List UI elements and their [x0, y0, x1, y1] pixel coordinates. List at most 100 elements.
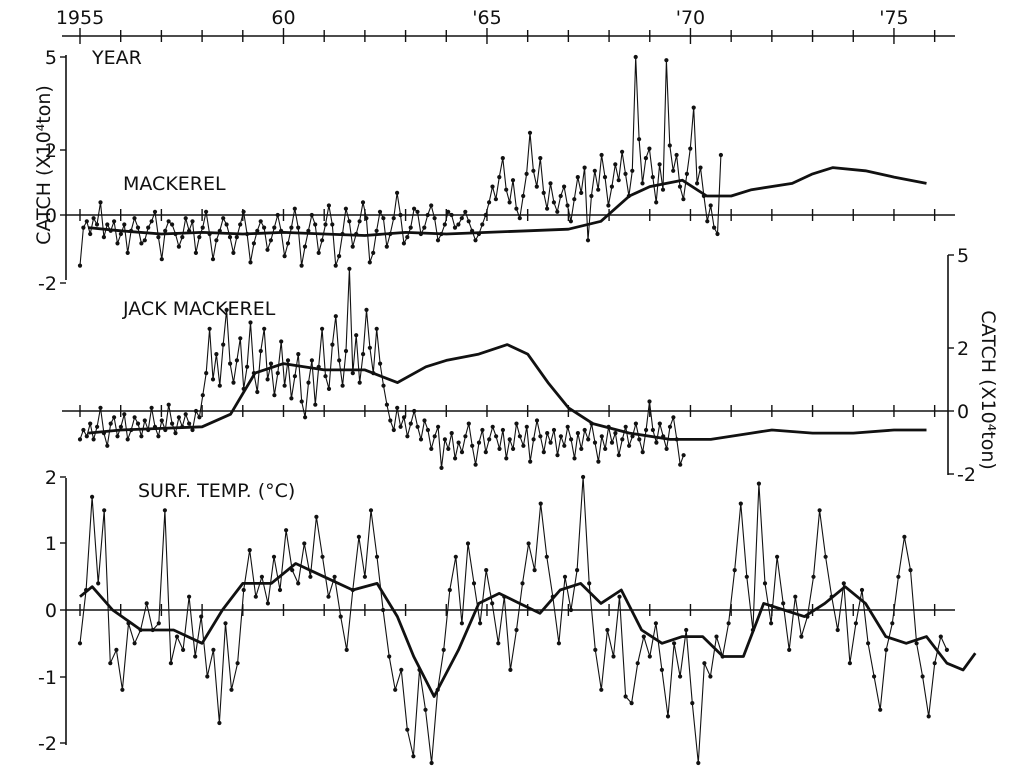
raw-data-point: [466, 421, 471, 426]
raw-data-point: [665, 714, 671, 719]
raw-data-point: [476, 440, 482, 445]
raw-data-point: [200, 393, 205, 398]
raw-data-point: [357, 219, 362, 224]
raw-data-point: [115, 434, 120, 439]
raw-data-point: [139, 434, 144, 439]
raw-data-point: [241, 587, 246, 593]
raw-data-point: [556, 641, 562, 646]
raw-data-point: [769, 621, 774, 626]
raw-data-point: [108, 421, 113, 426]
raw-data-point: [228, 361, 233, 366]
raw-data-point: [544, 554, 549, 559]
raw-data-point: [405, 434, 410, 439]
value-tick-label: 5: [957, 245, 969, 267]
raw-data-point: [473, 238, 478, 243]
raw-data-point: [187, 421, 192, 426]
raw-data-point: [326, 386, 332, 391]
raw-data-point: [517, 216, 522, 221]
raw-data-point: [507, 200, 512, 205]
raw-data-point: [647, 654, 652, 659]
raw-data-point: [91, 437, 96, 442]
raw-data-point: [320, 326, 325, 331]
raw-data-point: [660, 187, 666, 192]
raw-data-point: [659, 667, 665, 673]
raw-data-point: [326, 203, 331, 208]
raw-data-point: [447, 587, 452, 593]
raw-data-point: [132, 641, 137, 646]
raw-data-point: [101, 235, 106, 240]
raw-data-point: [142, 418, 147, 423]
raw-data-point: [599, 152, 604, 158]
raw-data-point: [221, 342, 226, 347]
raw-data-point: [681, 197, 686, 202]
raw-data-point: [504, 187, 509, 192]
raw-data-point: [718, 152, 724, 158]
raw-data-point: [617, 594, 622, 599]
raw-data-point: [272, 393, 277, 398]
raw-data-point: [726, 621, 731, 626]
raw-data-point: [480, 427, 485, 433]
raw-data-point: [463, 434, 468, 439]
raw-data-point: [657, 162, 662, 167]
raw-data-point: [609, 184, 615, 189]
raw-data-point: [258, 348, 263, 354]
raw-data-point: [125, 437, 130, 442]
raw-data-point: [395, 190, 400, 195]
raw-data-point: [620, 149, 625, 154]
raw-data-point: [732, 568, 737, 573]
raw-data-point: [527, 130, 533, 135]
raw-data-point: [374, 326, 379, 331]
raw-data-point: [657, 421, 662, 426]
value-tick-label: 2: [45, 140, 57, 162]
raw-data-point: [582, 165, 587, 170]
value-tick-label: -2: [38, 733, 57, 755]
raw-data-point: [611, 654, 616, 659]
raw-data-point: [384, 402, 389, 407]
raw-data-point: [320, 554, 325, 559]
raw-data-point: [872, 674, 877, 679]
raw-data-point: [695, 181, 700, 186]
raw-data-point: [77, 437, 83, 442]
raw-data-point: [684, 171, 690, 176]
smoothed-series-line: [87, 343, 927, 441]
raw-data-point: [500, 156, 505, 161]
raw-data-point: [238, 222, 243, 227]
raw-data-point: [378, 361, 383, 366]
raw-data-point: [487, 200, 492, 205]
raw-data-point: [253, 594, 258, 599]
raw-data-point: [364, 216, 369, 221]
raw-data-point: [562, 443, 567, 448]
raw-data-point: [149, 219, 154, 224]
raw-data-point: [835, 627, 840, 633]
raw-data-point: [640, 450, 645, 455]
raw-data-point: [592, 440, 598, 445]
raw-data-point: [412, 408, 417, 414]
raw-data-point: [514, 421, 519, 426]
raw-data-point: [517, 434, 523, 439]
raw-data-point: [91, 216, 96, 221]
raw-data-point: [487, 437, 492, 442]
raw-data-point: [102, 508, 107, 513]
raw-data-point: [616, 178, 621, 183]
raw-data-point: [156, 434, 161, 439]
raw-data-point: [199, 614, 204, 619]
raw-data-point: [144, 601, 149, 606]
raw-data-point: [265, 247, 270, 252]
raw-data-point: [548, 440, 553, 445]
year-tick-label: '70: [676, 7, 705, 29]
raw-data-point: [170, 421, 175, 426]
raw-data-point: [166, 219, 171, 224]
raw-data-point: [650, 427, 656, 433]
raw-data-point: [596, 187, 601, 192]
raw-data-point: [494, 434, 499, 439]
year-tick-label: '65: [472, 7, 501, 29]
raw-data-point: [938, 634, 943, 639]
raw-data-point: [504, 456, 509, 461]
raw-data-point: [677, 184, 683, 189]
raw-data-point: [234, 358, 239, 363]
raw-data-point: [112, 219, 117, 224]
raw-data-point: [135, 421, 141, 426]
raw-data-point: [374, 554, 380, 559]
raw-data-point: [367, 345, 372, 350]
raw-data-point: [532, 568, 537, 573]
